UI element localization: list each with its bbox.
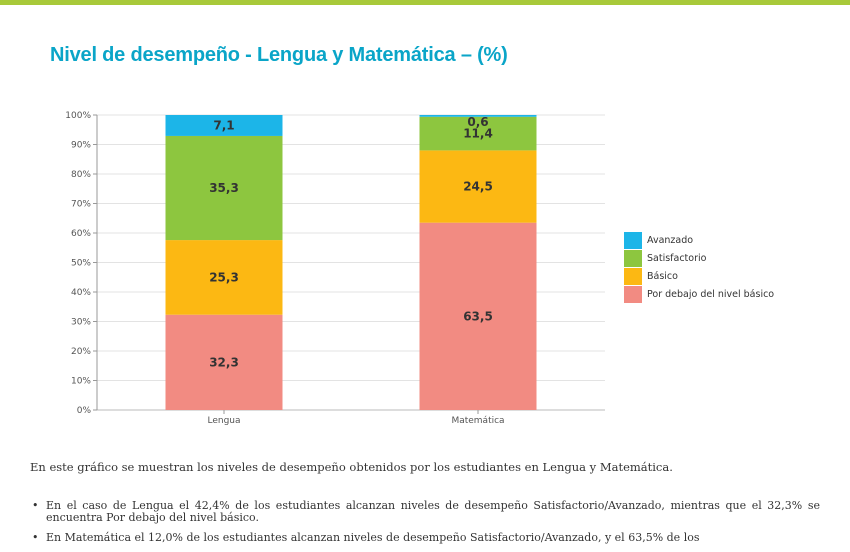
legend-label: Básico	[647, 271, 678, 282]
finding-lengua: En el caso de Lengua el 42,4% de los est…	[30, 500, 820, 524]
y-tick-label: 100%	[65, 111, 91, 121]
legend-label: Por debajo del nivel básico	[647, 289, 774, 300]
bar-segment	[165, 314, 283, 410]
findings-list: En el caso de Lengua el 42,4% de los est…	[30, 500, 820, 552]
data-label: 7,1	[213, 118, 234, 132]
legend-swatch	[624, 268, 642, 285]
bar-segment	[419, 222, 537, 410]
y-tick-label: 10%	[71, 377, 91, 387]
y-tick-label: 20%	[71, 347, 91, 357]
bar-segment	[165, 115, 283, 136]
stacked-bar-chart: 0% 10% 20% 30% 40% 50% 60% 70% 80% 90% 100% 32,3 25…	[65, 111, 774, 426]
legend-swatch	[624, 286, 642, 303]
data-label: 35,3	[209, 181, 239, 195]
legend: Avanzado Satisfactorio Básico Por debajo de…	[624, 232, 774, 303]
bar-segment	[165, 135, 283, 241]
legend-swatch	[624, 232, 642, 249]
y-tick-label: 80%	[71, 170, 91, 180]
top-accent-rule	[0, 0, 850, 5]
y-tick-label: 90%	[71, 141, 91, 151]
y-tick-label: 0%	[77, 406, 92, 416]
bar-segment	[419, 116, 537, 151]
data-label: 24,5	[463, 180, 493, 194]
y-tick-label: 40%	[71, 288, 91, 298]
y-axis: 0% 10% 20% 30% 40% 50% 60% 70% 80% 90% 100%	[65, 111, 98, 416]
x-axis: Lengua Matemática	[207, 410, 505, 426]
legend-label: Avanzado	[647, 235, 693, 246]
x-tick-label: Matemática	[451, 416, 504, 426]
page-title: Nivel de desempeño - Lengua y Matemática…	[50, 44, 508, 66]
bars: 32,3 25,3 35,3 7,1 63,5 24,5 11,40,6	[165, 115, 537, 410]
data-label: 63,5	[463, 309, 493, 323]
legend-swatch	[624, 250, 642, 267]
bar-segment	[419, 150, 537, 223]
finding-matematica: En Matemática el 12,0% de los estudiante…	[30, 532, 820, 545]
bar-segment	[165, 240, 283, 315]
data-label: 32,3	[209, 355, 239, 369]
bar-segment	[419, 115, 537, 117]
legend-label: Satisfactorio	[647, 253, 707, 264]
y-tick-label: 70%	[71, 200, 91, 210]
y-tick-label: 50%	[71, 259, 91, 269]
x-tick-label: Lengua	[207, 416, 240, 426]
data-label: 25,3	[209, 270, 239, 284]
intro-paragraph: En este gráfico se muestran los niveles …	[30, 460, 673, 474]
y-tick-label: 60%	[71, 229, 91, 239]
y-tick-label: 30%	[71, 318, 91, 328]
data-label: 11,4	[463, 127, 493, 141]
data-label: 0,6	[467, 115, 488, 129]
